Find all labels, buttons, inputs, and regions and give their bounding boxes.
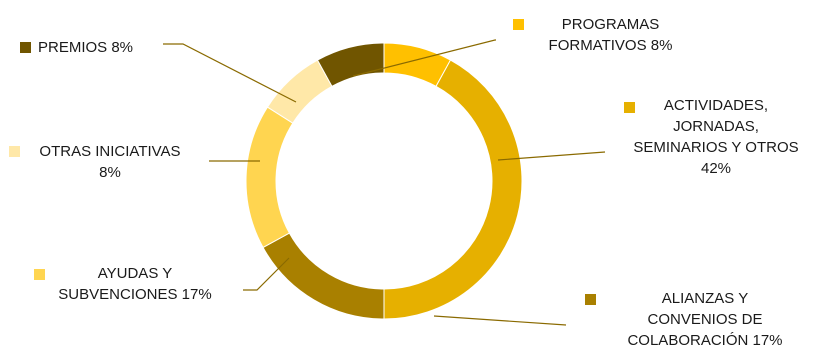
label-programas: PROGRAMAS FORMATIVOS 8%: [513, 14, 708, 56]
label-premios: PREMIOS 8%: [20, 37, 160, 58]
slice-actividades: [383, 59, 523, 320]
label-alianzas-line3: COLABORACIÓN 17%: [627, 332, 783, 349]
label-otras-line1: OTRAS INICIATIVAS: [39, 143, 181, 160]
leader-line-ayudas: [243, 257, 290, 291]
label-alianzas: ALIANZAS Y CONVENIOS DE COLABORACIÓN 17%: [580, 288, 830, 351]
label-actividades-line2: JORNADAS,: [673, 118, 759, 135]
legend-swatch-ayudas: [34, 269, 45, 280]
leader-line-programas: [352, 39, 496, 77]
label-otras-line2: 8%: [99, 164, 121, 181]
slice-premios: [316, 42, 385, 88]
label-otras: OTRAS INICIATIVAS 8%: [6, 141, 214, 183]
legend-swatch-alianzas: [585, 294, 596, 305]
legend-swatch-actividades: [624, 102, 635, 113]
label-ayudas: AYUDAS Y SUBVENCIONES 17%: [30, 263, 240, 305]
label-alianzas-line1: ALIANZAS Y: [661, 290, 749, 307]
label-actividades-line4: 42%: [700, 160, 732, 177]
legend-swatch-otras: [9, 146, 20, 157]
label-ayudas-line1: AYUDAS Y: [97, 265, 173, 282]
label-actividades-line3: SEMINARIOS Y OTROS: [633, 139, 799, 156]
label-premios-line1: PREMIOS 8%: [38, 39, 134, 56]
leader-line-premios: [163, 43, 297, 103]
legend-swatch-premios: [20, 42, 31, 53]
label-programas-line2: FORMATIVOS 8%: [548, 37, 673, 54]
leader-line-alianzas: [433, 315, 567, 326]
slice-ayudas: [245, 106, 294, 249]
label-actividades: ACTIVIDADES, JORNADAS, SEMINARIOS Y OTRO…: [610, 95, 822, 179]
label-ayudas-line2: SUBVENCIONES 17%: [58, 286, 212, 303]
slice-alianzas: [262, 232, 385, 320]
legend-swatch-programas: [513, 19, 524, 30]
label-alianzas-line2: CONVENIOS DE: [647, 311, 763, 328]
leader-line-actividades: [497, 151, 606, 161]
label-actividades-line1: ACTIVIDADES,: [663, 97, 769, 114]
label-programas-line1: PROGRAMAS: [561, 16, 660, 33]
